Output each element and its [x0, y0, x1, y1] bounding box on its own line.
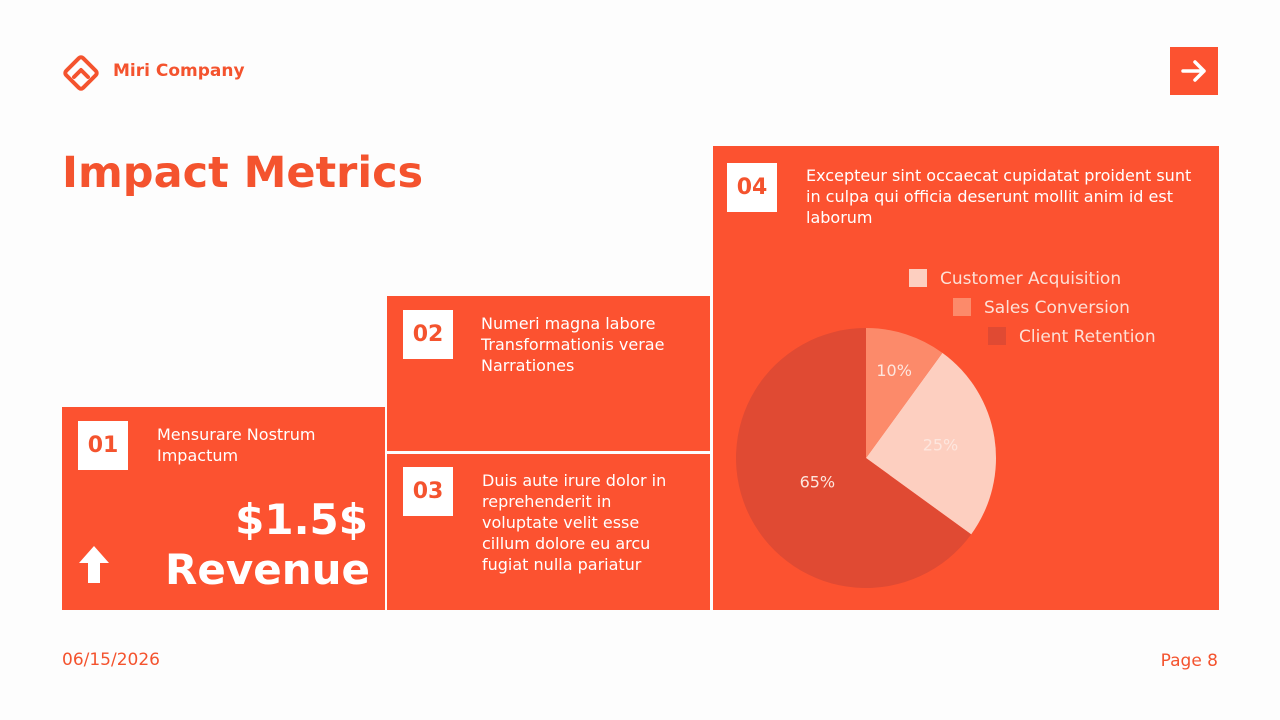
- logo-icon: [63, 55, 99, 91]
- slide-title: Impact Metrics: [62, 148, 424, 198]
- legend-swatch: [988, 327, 1006, 345]
- pie-slice: [866, 328, 943, 458]
- legend-swatch: [909, 269, 927, 287]
- card-text: Mensurare Nostrum Impactum: [157, 425, 316, 465]
- card: 03 Duis aute irure dolor in reprehenderi…: [387, 454, 710, 610]
- card: 01 Mensurare Nostrum Impactum $1.5$ Reve…: [62, 407, 385, 610]
- card-text: Numeri magna labore Transformationis ver…: [481, 314, 665, 375]
- pie-slice: [866, 352, 997, 535]
- next-button[interactable]: [1170, 47, 1218, 95]
- metric-value: $1.5$: [235, 495, 368, 544]
- slice-label: 25%: [923, 436, 959, 455]
- footer-date: 06/15/2026: [62, 650, 160, 670]
- card: 02 Numeri magna labore Transformationis …: [387, 296, 710, 451]
- card-number: 02: [403, 310, 453, 359]
- card-number: 01: [78, 421, 128, 470]
- up-arrow-icon: [79, 546, 109, 583]
- slice-label: 65%: [800, 472, 836, 491]
- legend-label: Customer Acquisition: [940, 269, 1121, 289]
- card-text: Excepteur sint occaecat cupidatat proide…: [806, 166, 1192, 227]
- legend-label: Client Retention: [1019, 327, 1156, 347]
- page-number: Page 8: [1160, 651, 1218, 671]
- metric-label: Revenue: [165, 545, 370, 594]
- slice-label: 10%: [876, 361, 912, 380]
- legend-swatch: [953, 298, 971, 316]
- card-number: 03: [403, 467, 453, 516]
- company-name: Miri Company: [113, 61, 245, 81]
- card-number: 04: [727, 163, 777, 212]
- pie-slice: [735, 328, 972, 589]
- card-text: Duis aute irure dolor in reprehenderit i…: [482, 471, 667, 574]
- legend-label: Sales Conversion: [984, 298, 1130, 318]
